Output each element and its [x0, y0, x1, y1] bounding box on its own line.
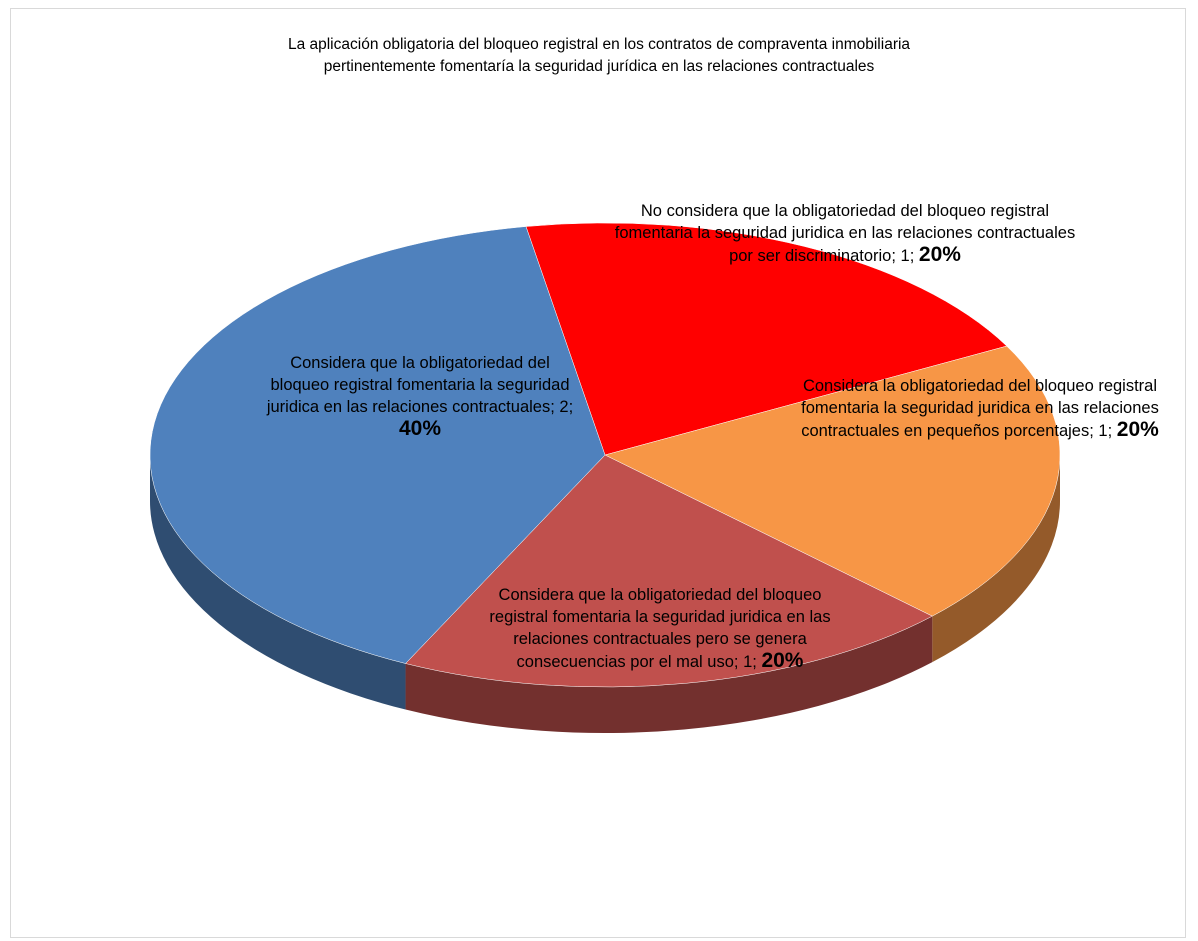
- chart-title: La aplicación obligatoria del bloqueo re…: [287, 36, 911, 75]
- chart-frame: [10, 8, 1186, 938]
- label-value: 1: [743, 653, 753, 671]
- label-separator: ;: [550, 398, 560, 416]
- data-label: Considera que la obligatoriedad del bloq…: [265, 352, 575, 441]
- label-category: No considera que la obligatoriedad del b…: [614, 202, 1076, 265]
- slice: [405, 454, 933, 688]
- label-separator: ;: [909, 247, 919, 265]
- label-separator: ;: [1107, 422, 1117, 440]
- label-separator: ;: [752, 653, 762, 671]
- label-category: Considera la obligatoriedad del bloqueo …: [801, 377, 1159, 440]
- label-separator: ;: [891, 247, 901, 265]
- label-category: Considera que la obligatoriedad del bloq…: [266, 354, 570, 416]
- label-percentage: 20%: [1116, 418, 1159, 441]
- slice-side: [405, 616, 933, 733]
- label-percentage: 40%: [398, 417, 442, 440]
- slice-side: [150, 455, 406, 710]
- slice-side: [932, 455, 1060, 663]
- label-separator: ;: [568, 398, 574, 416]
- label-separator: ;: [733, 653, 744, 671]
- label-percentage: 20%: [761, 649, 804, 672]
- label-value: 1: [900, 247, 910, 265]
- data-label: Considera la obligatoriedad del bloqueo …: [785, 375, 1175, 442]
- data-label: Considera que la obligatoriedad del bloq…: [475, 584, 845, 673]
- label-separator: ;: [1089, 422, 1099, 440]
- label-category: Considera que la obligatoriedad del bloq…: [489, 586, 831, 671]
- data-label: No considera que la obligatoriedad del b…: [610, 200, 1080, 267]
- slice: [149, 226, 606, 664]
- label-percentage: 20%: [918, 243, 961, 266]
- slice: [604, 345, 1061, 617]
- label-value: 1: [1098, 422, 1108, 440]
- slice: [525, 222, 1008, 456]
- label-value: 2: [559, 398, 569, 416]
